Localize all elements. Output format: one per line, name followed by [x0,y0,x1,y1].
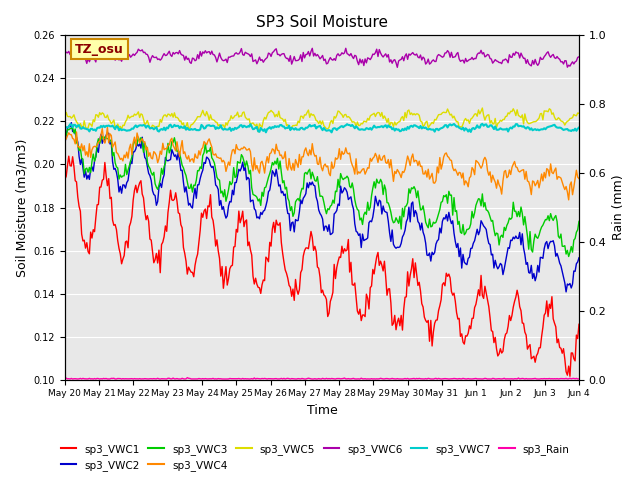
Y-axis label: Rain (mm): Rain (mm) [612,175,625,240]
Y-axis label: Soil Moisture (m3/m3): Soil Moisture (m3/m3) [15,138,28,276]
X-axis label: Time: Time [307,404,337,417]
Text: TZ_osu: TZ_osu [75,43,124,56]
Legend: sp3_VWC1, sp3_VWC2, sp3_VWC3, sp3_VWC4, sp3_VWC5, sp3_VWC6, sp3_VWC7, sp3_Rain: sp3_VWC1, sp3_VWC2, sp3_VWC3, sp3_VWC4, … [56,439,574,475]
Title: SP3 Soil Moisture: SP3 Soil Moisture [256,15,388,30]
